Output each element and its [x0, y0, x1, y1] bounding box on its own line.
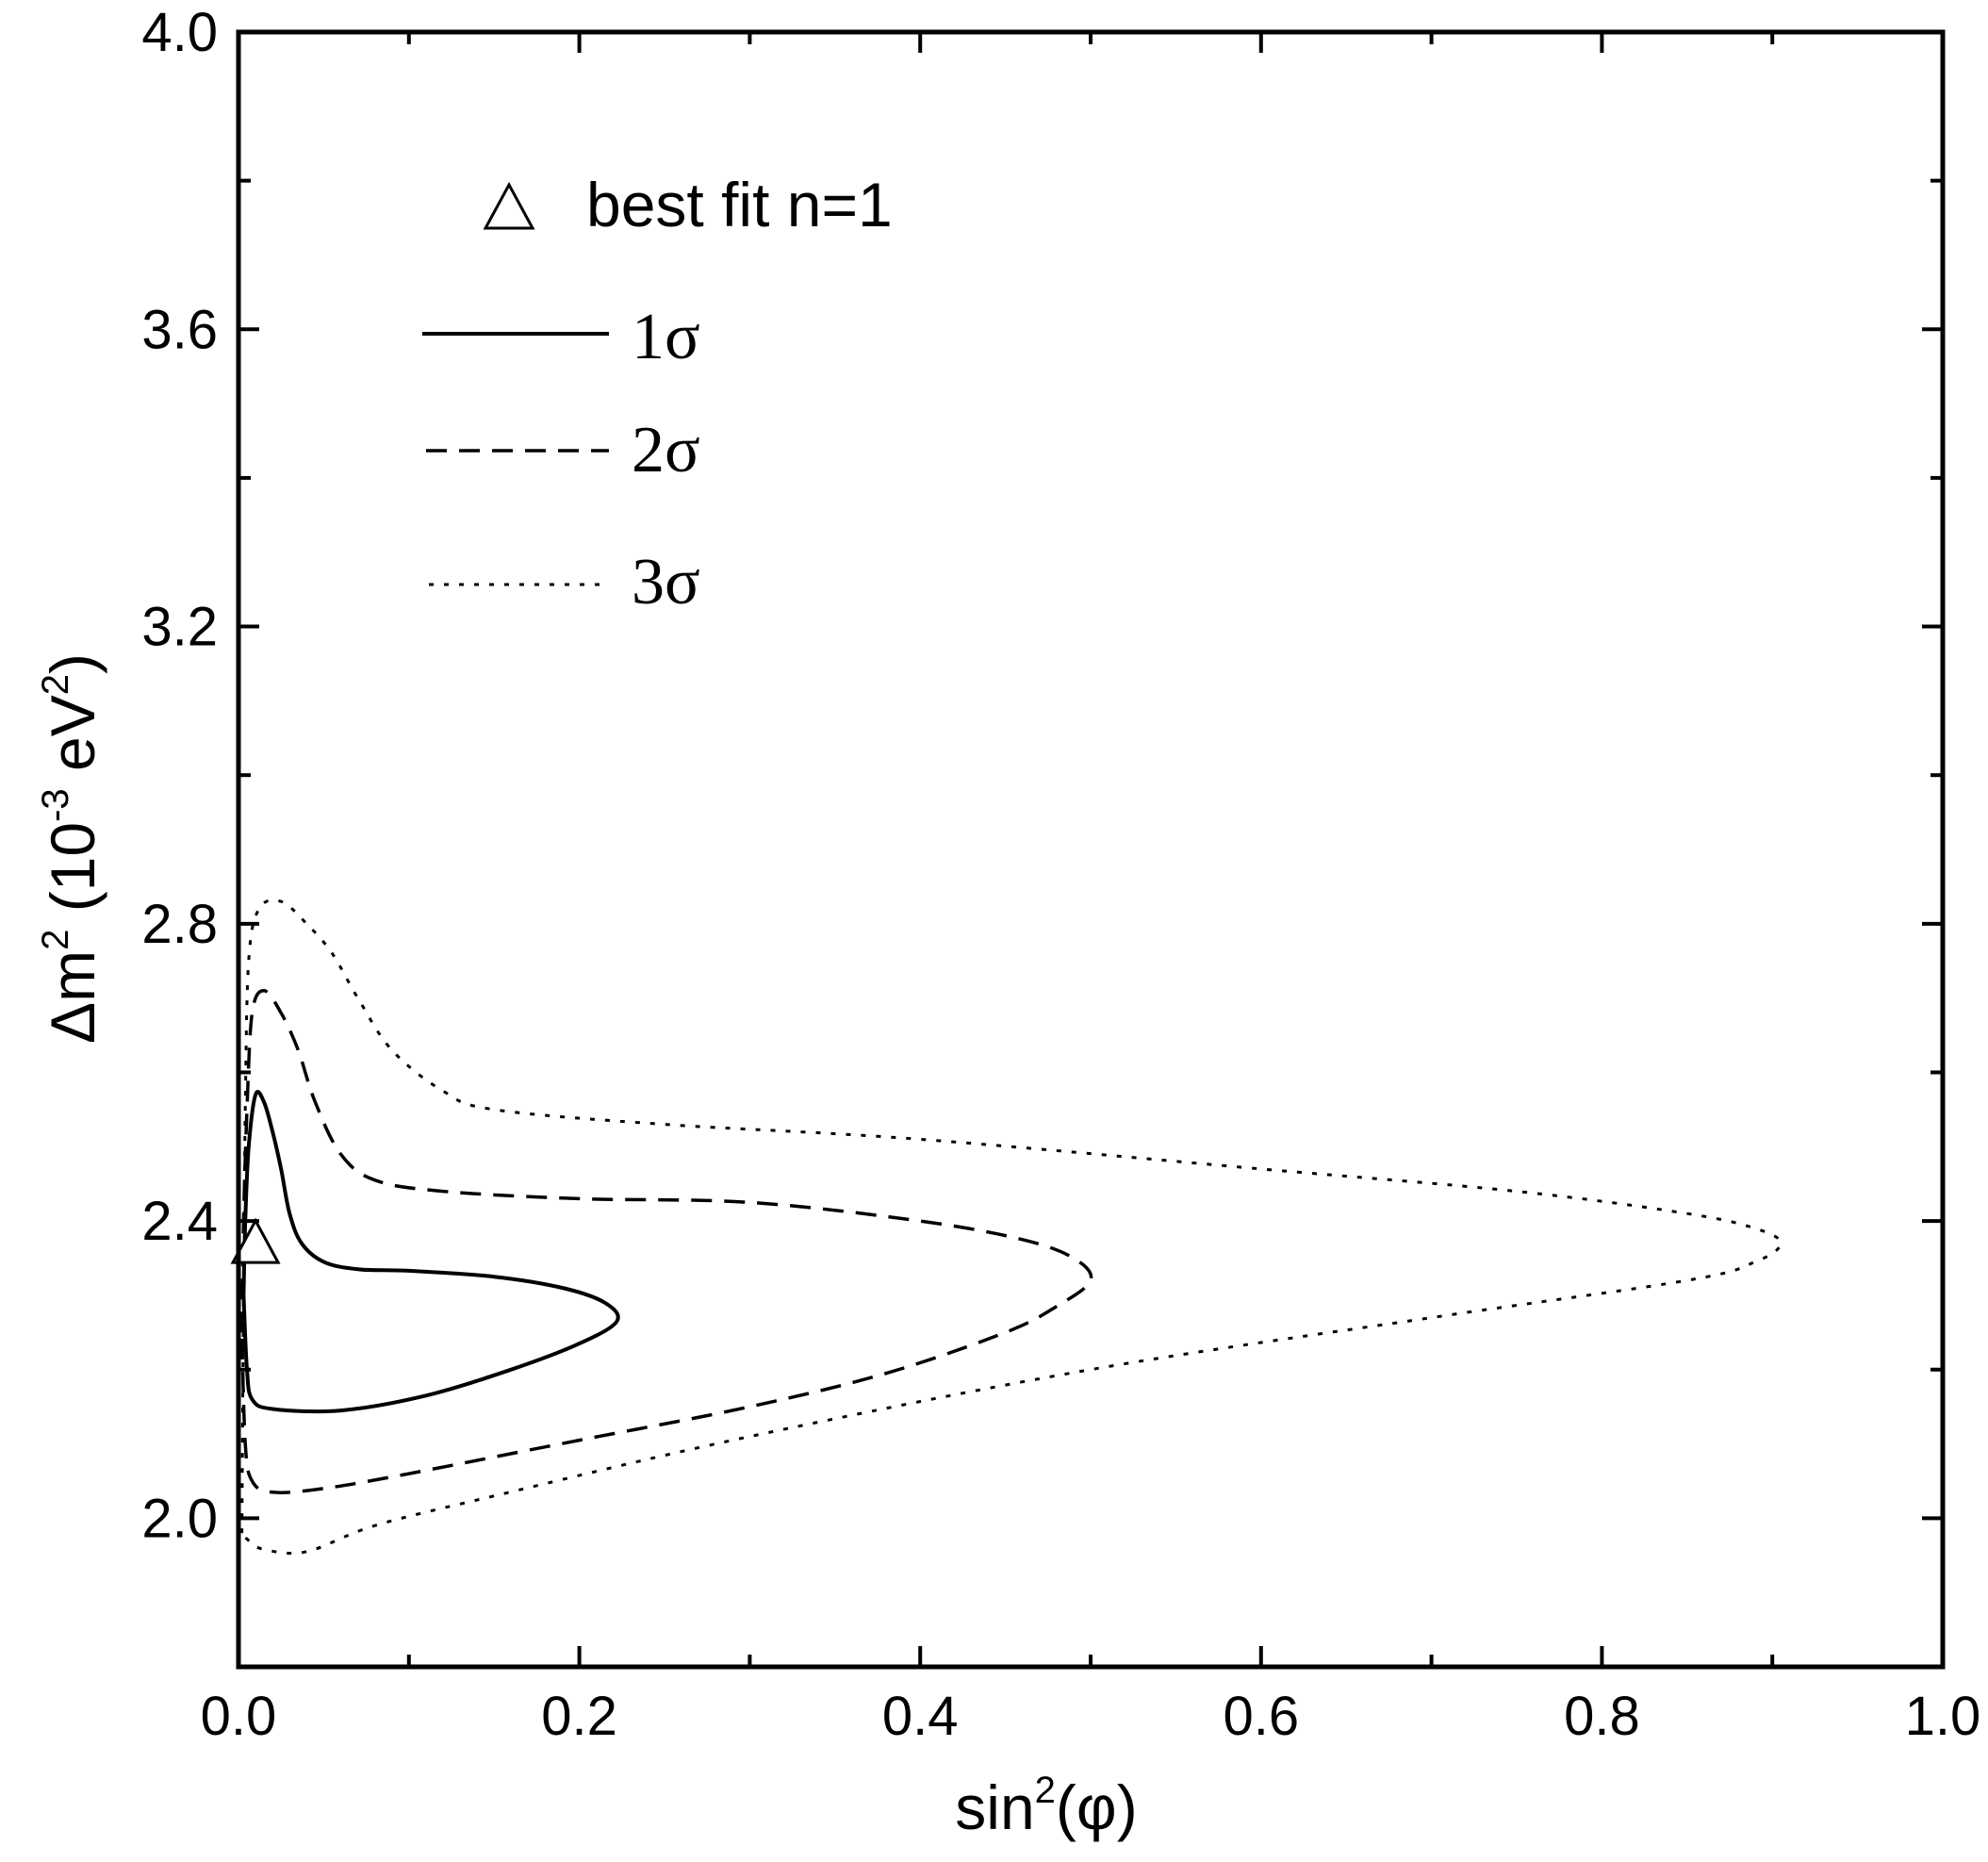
plot-frame	[236, 29, 1946, 1670]
x-tick-label: 1.0	[1905, 1686, 1981, 1747]
best-fit-marker-layer	[230, 1217, 281, 1264]
x-axis-label: sin2(φ)	[955, 1770, 1137, 1842]
y-tick-label: 4.0	[141, 2, 218, 63]
axis-ticks	[237, 30, 1945, 1667]
x-axis-label-suffix: (φ)	[1056, 1772, 1138, 1842]
x-tick-label: 0.6	[1223, 1686, 1299, 1747]
y-axis-label-open: (10	[38, 822, 107, 930]
legend-triangle-icon	[483, 181, 535, 230]
x-tick-label: 0.8	[1564, 1686, 1640, 1747]
y-axis-label-unit: eV	[38, 695, 107, 788]
legend-1sigma-label: 1σ	[632, 301, 700, 373]
y-axis-label-delta: Δm	[38, 950, 107, 1044]
y-axis-label-sup2: -3	[35, 788, 76, 822]
x-tick-label: 0.2	[541, 1686, 617, 1747]
best-fit-marker	[230, 1217, 281, 1264]
y-tick-label: 3.6	[141, 299, 218, 360]
y-axis-label: Δm2 (10-3 eV2)	[35, 653, 107, 1044]
y-axis-label-sup3: 2	[35, 674, 76, 695]
contour-2sigma	[239, 989, 1093, 1494]
legend-best-fit-label: best fit n=1	[586, 170, 893, 239]
contour-3sigma	[240, 898, 1783, 1555]
y-tick-label: 2.0	[141, 1488, 218, 1549]
x-tick-labels: 0.0 0.2 0.4 0.6 0.8 1.0	[201, 1686, 1981, 1747]
y-tick-label: 2.4	[141, 1191, 218, 1252]
y-axis-label-close: )	[38, 653, 107, 674]
x-tick-label: 0.4	[882, 1686, 959, 1747]
legend: best fit n=1 1σ 2σ 3σ	[422, 170, 893, 618]
y-tick-labels: 2.0 2.4 2.8 3.2 3.6 4.0	[141, 2, 218, 1549]
contour-1sigma	[241, 1090, 620, 1414]
contour-lines	[239, 898, 1783, 1555]
y-axis-label-sup1: 2	[35, 930, 76, 950]
x-tick-label: 0.0	[201, 1686, 277, 1747]
y-tick-label: 3.2	[141, 597, 218, 658]
x-axis-label-sup: 2	[1035, 1770, 1056, 1811]
y-tick-label: 2.8	[141, 894, 218, 955]
legend-2sigma-label: 2σ	[632, 414, 700, 486]
legend-3sigma-label: 3σ	[632, 546, 700, 618]
x-axis-label-prefix: sin	[955, 1772, 1034, 1842]
